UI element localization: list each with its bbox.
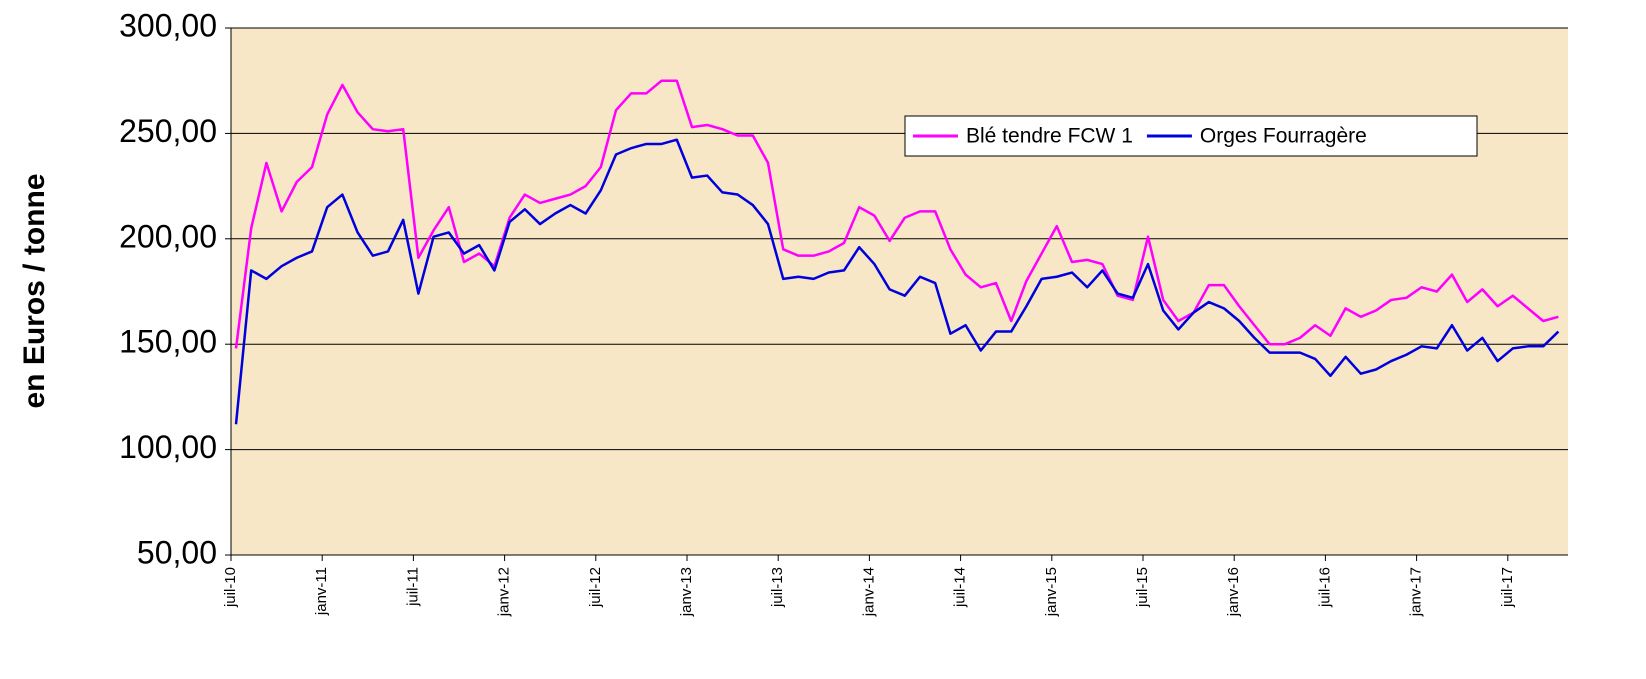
series-line: [234, 79, 1559, 349]
x-tick-label: janv-12: [496, 567, 513, 617]
x-tick-label: juil-14: [952, 567, 969, 608]
y-tick-label: 300,00: [119, 7, 217, 43]
x-tick-label: juil-10: [222, 567, 239, 608]
legend: Blé tendre FCW 1 Orges Fourragère: [904, 115, 1478, 157]
y-tick-label: 200,00: [119, 218, 217, 254]
x-tick-label: janv-14: [860, 567, 877, 617]
x-tick-label: juil-15: [1134, 567, 1151, 608]
plot-area: [231, 28, 1568, 555]
legend-label: Orges Fourragère: [1200, 125, 1367, 148]
x-tick-label: juil-11: [404, 567, 421, 607]
y-tick-label: 100,00: [119, 429, 217, 465]
x-tick-label: juil-17: [1499, 567, 1516, 608]
x-tick-label: juil-13: [769, 567, 786, 608]
x-tick-label: janv-11: [313, 567, 330, 616]
y-tick-label: 250,00: [119, 113, 217, 149]
y-tick-label: 150,00: [119, 324, 217, 360]
legend-label: Blé tendre FCW 1: [966, 125, 1133, 148]
x-tick-label: juil-12: [587, 567, 604, 608]
x-tick-label: janv-16: [1225, 567, 1242, 617]
series-line: [234, 138, 1560, 425]
x-tick-label: janv-15: [1043, 567, 1060, 617]
x-tick-label: janv-17: [1408, 567, 1425, 617]
x-tick-label: juil-16: [1316, 567, 1333, 608]
y-tick-label: 50,00: [137, 534, 217, 570]
y-axis-label: en Euros / tonne: [18, 173, 51, 408]
x-tick-label: janv-13: [678, 567, 695, 617]
